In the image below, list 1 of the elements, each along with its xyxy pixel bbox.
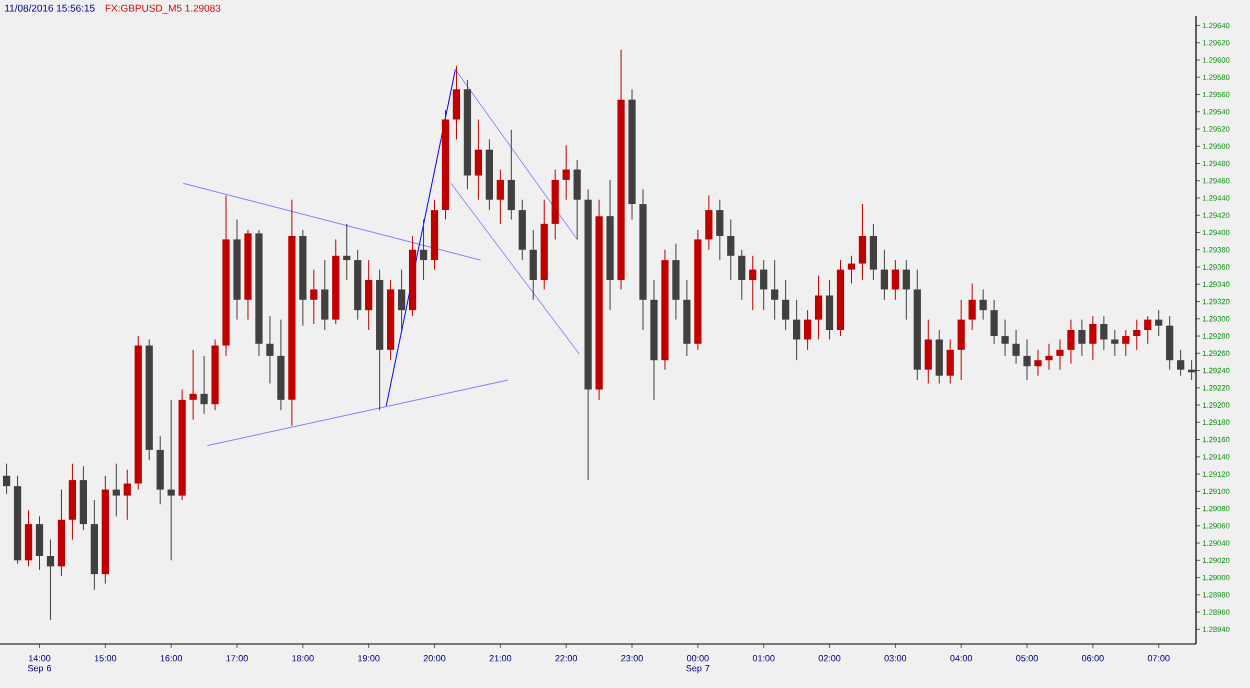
candlestick — [1111, 329, 1119, 357]
